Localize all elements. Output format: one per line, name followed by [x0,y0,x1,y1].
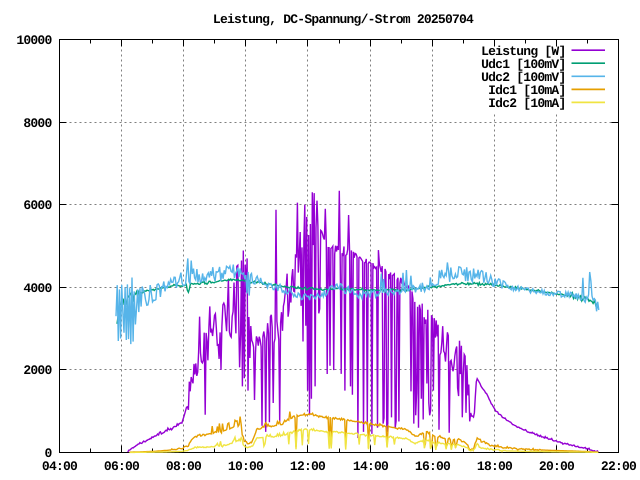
svg-text:20:00: 20:00 [539,459,575,474]
svg-text:4000: 4000 [23,281,52,296]
svg-text:12:00: 12:00 [290,459,326,474]
svg-text:14:00: 14:00 [353,459,389,474]
svg-text:2000: 2000 [23,363,52,378]
svg-text:10000: 10000 [16,33,52,48]
svg-text:06:00: 06:00 [104,459,140,474]
svg-text:18:00: 18:00 [477,459,513,474]
svg-text:Leistung, DC-Spannung/-Strom 2: Leistung, DC-Spannung/-Strom 20250704 [213,12,474,27]
svg-text:16:00: 16:00 [415,459,451,474]
svg-text:6000: 6000 [23,198,52,213]
svg-text:Udc2 [100mV]: Udc2 [100mV] [481,70,565,85]
svg-text:10:00: 10:00 [228,459,264,474]
svg-text:04:00: 04:00 [42,459,78,474]
svg-text:22:00: 22:00 [601,459,637,474]
svg-text:Idc2 [10mA]: Idc2 [10mA] [488,96,565,111]
svg-text:0: 0 [44,446,52,461]
svg-text:Leistung [W]: Leistung [W] [481,44,565,59]
svg-text:Idc1 [10mA]: Idc1 [10mA] [488,83,565,98]
svg-text:Udc1 [100mV]: Udc1 [100mV] [481,57,565,72]
svg-text:8000: 8000 [23,116,52,131]
svg-text:08:00: 08:00 [166,459,202,474]
